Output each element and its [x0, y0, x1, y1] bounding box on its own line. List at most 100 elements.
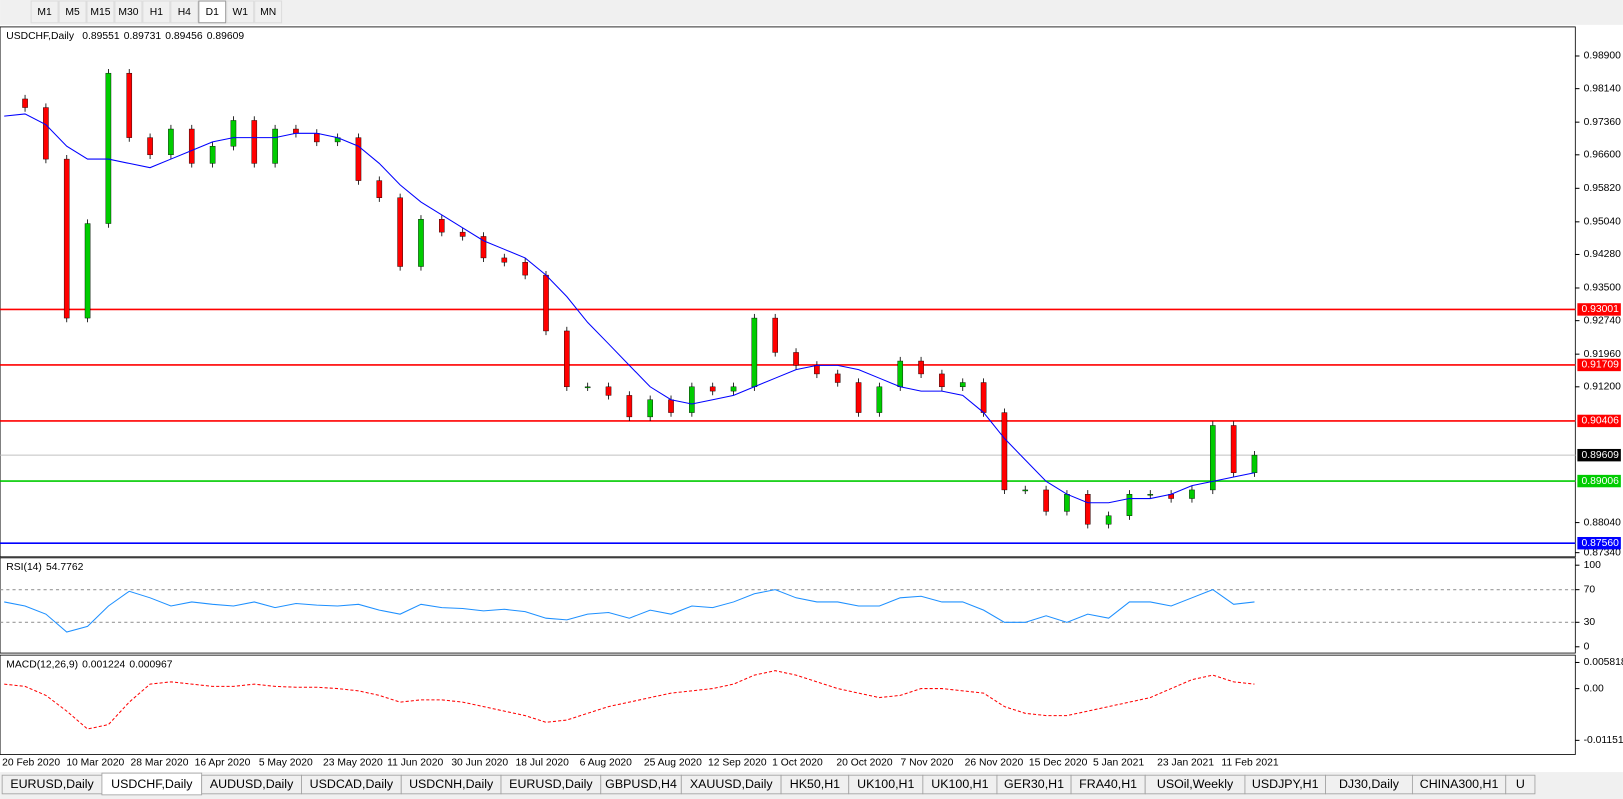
candle-body [668, 399, 674, 413]
y-tick-label: 0.005818 [1584, 657, 1623, 668]
timeframe-button[interactable] [198, 0, 227, 24]
ohlc-value: 0.89456 [165, 31, 203, 42]
timeframe-label: H4 [178, 7, 191, 18]
candle-body [1189, 489, 1195, 499]
x-tick-label: 20 Oct 2020 [836, 758, 893, 769]
y-tick-label: 0.95040 [1584, 217, 1622, 228]
macd-pane [0, 654, 1576, 755]
ohlc-value: 0.89551 [82, 31, 120, 42]
tab-label: USDJPY,H1 [1252, 777, 1319, 791]
indicator-name: RSI(14) [6, 562, 42, 573]
candle-body [855, 382, 862, 413]
x-tick-label: 11 Feb 2021 [1221, 758, 1278, 769]
candle-body [980, 382, 987, 413]
candle-body [709, 386, 716, 392]
timeframe-label: MN [260, 7, 276, 18]
y-tick-label: 30 [1584, 617, 1596, 628]
timeframe-label: D1 [206, 7, 219, 18]
timeframe-button[interactable] [226, 0, 255, 24]
candle-body [147, 137, 153, 156]
x-tick-label: 10 Mar 2020 [66, 758, 124, 769]
y-tick-label: 0.87340 [1584, 547, 1622, 558]
candle-body [772, 317, 779, 353]
x-tick-label: 15 Dec 2020 [1029, 758, 1088, 769]
level-label: 0.89006 [1582, 476, 1620, 487]
candle-body [355, 137, 362, 181]
candle-body [397, 197, 403, 267]
candle-body [313, 133, 320, 143]
timeframe-label: M15 [90, 7, 110, 18]
timeframe-button[interactable] [114, 0, 143, 24]
candle-body [1209, 425, 1216, 491]
x-tick-label: 18 Jul 2020 [515, 758, 569, 769]
level-label: 0.90406 [1582, 416, 1620, 427]
tab-label: GBPUSD,H4 [605, 777, 677, 791]
y-tick-label: 0 [1584, 642, 1590, 653]
tab-label: UK100,H1 [931, 777, 988, 791]
candle-body [897, 360, 904, 388]
candle-body [1230, 425, 1237, 473]
y-tick-label: 0.91200 [1584, 382, 1622, 393]
candle-body [1084, 494, 1091, 525]
candle-body [543, 274, 549, 332]
level-label: 0.87560 [1582, 538, 1620, 549]
candle-body [939, 373, 945, 388]
candle-body [730, 386, 737, 392]
moving-average [4, 113, 1255, 504]
level-tag [1577, 448, 1621, 462]
level-label: 0.91709 [1582, 360, 1620, 371]
indicator-header: MACD(12,26,9) 0.001224 0.000967 [6, 659, 172, 670]
indicator-value: 54.7762 [46, 562, 84, 573]
timeframe-button[interactable] [30, 0, 59, 24]
y-tick-label: 100 [1584, 560, 1601, 571]
candle-body [564, 330, 570, 388]
tab-label: CHINA300,H1 [1420, 777, 1499, 791]
candle-body [522, 262, 528, 276]
tab-label: XAUUSD,Daily [690, 777, 774, 791]
y-tick-label: 0.91960 [1584, 349, 1622, 360]
candle-body [63, 158, 70, 319]
tab-label: EURUSD,Daily [509, 777, 593, 791]
ohlc-value: 0.89609 [207, 31, 245, 42]
timeframe-button[interactable] [58, 0, 87, 24]
timeframe-label: H1 [150, 7, 163, 18]
timeframe-button[interactable] [86, 0, 115, 24]
y-tick-label: 0.00 [1584, 683, 1604, 694]
x-tick-label: 5 May 2020 [259, 758, 313, 769]
timeframe-button[interactable] [254, 0, 283, 24]
candle-body [168, 128, 174, 156]
x-tick-label: 25 Aug 2020 [644, 758, 702, 769]
candle-body [22, 98, 28, 108]
ohlc-value: 0.89731 [124, 31, 162, 42]
tab-label: U [1516, 777, 1525, 791]
candle-body [959, 382, 966, 388]
x-tick-label: 5 Jan 2021 [1093, 758, 1144, 769]
level-tag [1577, 536, 1621, 550]
candle-body [876, 386, 883, 413]
candle-body [605, 386, 612, 396]
candle-body [1022, 489, 1029, 492]
candle-body [1147, 494, 1154, 496]
candle-body [1043, 489, 1049, 512]
timeframe-button[interactable] [142, 0, 171, 24]
timeframe-button[interactable] [170, 0, 199, 24]
candle-body [1251, 454, 1258, 473]
x-tick-label: 12 Sep 2020 [708, 758, 767, 769]
timeframe-label: M5 [65, 7, 80, 18]
tab-label: EURUSD,Daily [10, 777, 94, 791]
x-tick-label: 1 Oct 2020 [772, 758, 823, 769]
tab-label: USDCHF,Daily [111, 777, 193, 791]
candle-body [626, 395, 633, 418]
candle-body [647, 399, 653, 418]
y-tick-label: 0.95820 [1584, 183, 1622, 194]
tab[interactable] [1505, 774, 1536, 795]
y-tick-label: 0.96600 [1584, 150, 1622, 161]
indicator-value: 0.001224 [82, 659, 125, 670]
candle-body [1001, 412, 1008, 491]
x-tick-label: 26 Nov 2020 [965, 758, 1024, 769]
candle-body [126, 72, 133, 138]
level-tag [1577, 358, 1621, 372]
tab-label: DJ30,Daily [1339, 777, 1400, 791]
candle-body [501, 257, 508, 263]
